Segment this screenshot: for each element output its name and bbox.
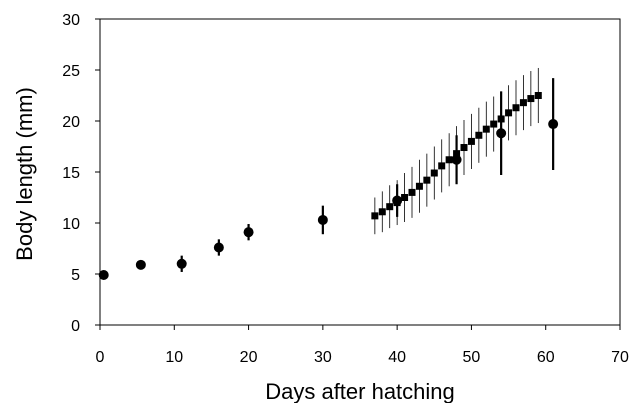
x-tick-label: 10 — [165, 349, 183, 366]
data-point-square — [371, 212, 379, 220]
y-tick-label: 10 — [62, 216, 80, 233]
data-point-circle — [98, 270, 109, 281]
x-tick-label: 50 — [463, 349, 481, 366]
data-point-circle — [176, 258, 187, 269]
data-point-square — [519, 99, 527, 107]
y-tick-label: 15 — [62, 165, 80, 182]
data-point-square — [453, 150, 461, 158]
data-point-square — [408, 188, 416, 196]
data-point-square — [415, 182, 423, 190]
marker-layer — [98, 92, 559, 281]
data-point-square — [475, 131, 483, 139]
data-point-square — [512, 104, 520, 112]
data-point-square — [482, 125, 490, 133]
y-tick-label: 0 — [71, 318, 80, 335]
data-point-square — [401, 194, 409, 201]
y-tick-label: 30 — [62, 12, 80, 29]
data-point-square — [393, 199, 401, 207]
x-tick-label: 70 — [611, 349, 629, 366]
y-axis-title: Body length (mm) — [12, 87, 37, 261]
plot-frame — [99, 18, 621, 326]
data-point-circle — [451, 154, 462, 165]
x-tick-label: 20 — [240, 349, 258, 366]
data-point-square — [386, 203, 394, 211]
x-tick-label: 30 — [314, 349, 332, 366]
data-point-square — [467, 137, 475, 145]
data-point-square — [438, 162, 446, 170]
data-point-circle — [317, 214, 328, 225]
data-point-circle — [243, 227, 254, 238]
data-point-square — [445, 156, 453, 164]
data-point-square — [527, 95, 535, 103]
data-point-square — [534, 92, 542, 99]
data-point-square — [460, 144, 468, 152]
data-point-circle — [213, 242, 224, 253]
data-point-circle — [496, 128, 507, 139]
errorbar-layer — [102, 67, 555, 279]
y-tick-label: 25 — [62, 63, 80, 80]
data-point-square — [505, 109, 513, 117]
data-point-square — [378, 208, 386, 216]
data-point-circle — [135, 259, 146, 270]
x-tick-label: 40 — [388, 349, 406, 366]
data-point-square — [423, 176, 431, 184]
y-tick-label: 20 — [62, 114, 80, 131]
x-tick-label: 60 — [537, 349, 555, 366]
data-point-square — [430, 169, 438, 177]
x-tick-label: 0 — [96, 349, 105, 366]
y-tick-label: 5 — [71, 267, 80, 284]
axes-layer: 0 10 20 30 40 50 60 70 0 5 10 15 20 25 30 — [62, 12, 629, 366]
x-axis-title: Days after hatching — [265, 379, 455, 403]
data-point-square — [497, 115, 505, 123]
data-point-square — [490, 120, 498, 128]
data-point-circle — [548, 119, 559, 130]
